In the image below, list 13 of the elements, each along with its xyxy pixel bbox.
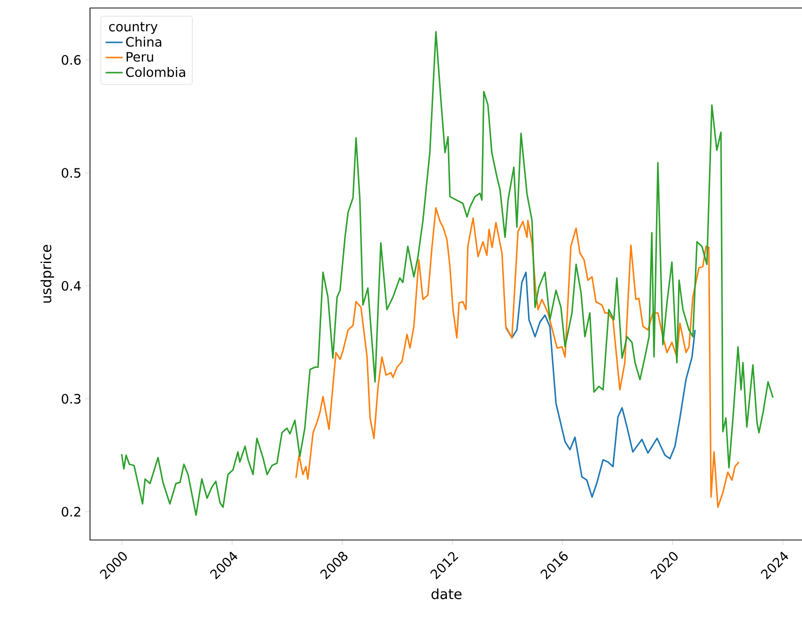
line-series (295, 207, 740, 508)
y-tick-label: 0.2 (62, 506, 80, 517)
y-tick-label: 0.5 (62, 168, 80, 178)
y-tick-label: 0.4 (62, 280, 81, 291)
x-axis-title: date (432, 588, 462, 600)
legend-title: country (109, 22, 158, 34)
legend-label: Colombia (126, 66, 186, 78)
y-axis-title: usdprice (40, 244, 54, 303)
line-series (505, 272, 696, 498)
y-tick-label: 0.3 (62, 394, 80, 404)
legend-label: China (126, 36, 162, 47)
y-tick-label: 0.6 (62, 55, 81, 65)
legend-label: Peru (126, 52, 154, 62)
